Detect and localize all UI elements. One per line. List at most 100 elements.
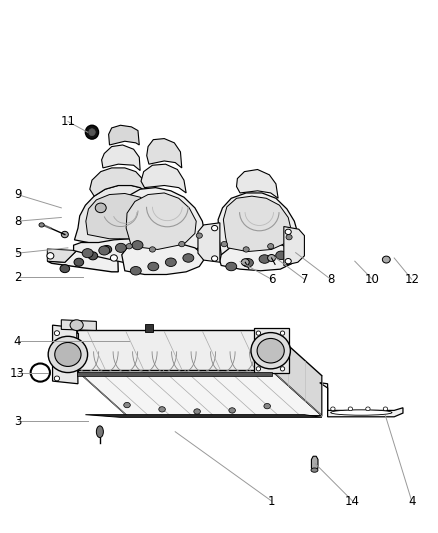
Polygon shape (117, 188, 205, 257)
Ellipse shape (159, 407, 166, 412)
Ellipse shape (226, 262, 237, 271)
Ellipse shape (85, 125, 99, 139)
Ellipse shape (212, 225, 218, 231)
Ellipse shape (74, 258, 84, 266)
Ellipse shape (88, 129, 95, 136)
Ellipse shape (166, 258, 176, 266)
Ellipse shape (264, 403, 271, 409)
Ellipse shape (221, 241, 227, 247)
Ellipse shape (55, 343, 81, 367)
Ellipse shape (48, 336, 88, 373)
Ellipse shape (60, 265, 70, 273)
Ellipse shape (276, 251, 287, 260)
Ellipse shape (243, 247, 249, 252)
Ellipse shape (70, 320, 83, 330)
Polygon shape (53, 325, 78, 384)
Polygon shape (47, 249, 77, 262)
Polygon shape (77, 370, 322, 416)
Ellipse shape (331, 410, 392, 415)
Ellipse shape (286, 235, 292, 240)
Polygon shape (311, 456, 318, 470)
Ellipse shape (243, 259, 253, 267)
Ellipse shape (383, 407, 388, 410)
Ellipse shape (280, 331, 285, 335)
Polygon shape (147, 139, 182, 168)
Ellipse shape (149, 247, 155, 252)
Ellipse shape (366, 407, 370, 410)
Ellipse shape (99, 246, 110, 255)
Polygon shape (320, 383, 403, 417)
Ellipse shape (179, 241, 185, 247)
Ellipse shape (229, 408, 236, 413)
Ellipse shape (196, 233, 202, 238)
Ellipse shape (331, 407, 335, 410)
Ellipse shape (268, 244, 274, 249)
Bar (145, 324, 153, 332)
Polygon shape (47, 243, 118, 272)
Text: 8: 8 (14, 215, 21, 228)
Ellipse shape (124, 402, 131, 408)
Ellipse shape (95, 203, 106, 213)
Ellipse shape (54, 376, 60, 381)
Polygon shape (109, 125, 139, 145)
Text: 4: 4 (408, 495, 416, 507)
Polygon shape (220, 243, 294, 271)
Polygon shape (86, 193, 157, 239)
Ellipse shape (82, 248, 93, 258)
Ellipse shape (131, 266, 141, 275)
Ellipse shape (256, 367, 261, 371)
Polygon shape (237, 169, 278, 198)
Text: 11: 11 (60, 115, 75, 128)
Text: 2: 2 (14, 271, 21, 284)
Ellipse shape (47, 253, 54, 259)
Text: 14: 14 (345, 495, 360, 507)
Ellipse shape (39, 223, 44, 227)
Polygon shape (74, 239, 155, 262)
Ellipse shape (183, 254, 194, 262)
Ellipse shape (110, 255, 117, 261)
Polygon shape (272, 330, 322, 416)
Ellipse shape (54, 330, 60, 336)
Ellipse shape (61, 231, 68, 238)
Polygon shape (77, 330, 272, 370)
Ellipse shape (241, 259, 249, 265)
Text: 1: 1 (268, 495, 276, 507)
Polygon shape (141, 164, 186, 193)
Polygon shape (218, 193, 298, 261)
Polygon shape (61, 333, 78, 373)
Polygon shape (102, 145, 140, 171)
Polygon shape (284, 227, 304, 265)
Ellipse shape (257, 338, 284, 363)
Ellipse shape (348, 407, 353, 410)
Ellipse shape (88, 252, 98, 260)
Polygon shape (254, 328, 289, 373)
Text: 13: 13 (10, 367, 25, 379)
Ellipse shape (126, 244, 132, 249)
Ellipse shape (285, 259, 291, 264)
Ellipse shape (280, 367, 285, 371)
Polygon shape (198, 223, 220, 262)
Ellipse shape (96, 426, 103, 438)
Ellipse shape (116, 243, 126, 253)
Text: 4: 4 (14, 335, 21, 348)
Ellipse shape (256, 331, 261, 335)
Polygon shape (74, 185, 166, 246)
Text: 6: 6 (268, 273, 276, 286)
Ellipse shape (194, 409, 200, 414)
Text: 3: 3 (14, 415, 21, 427)
Text: 9: 9 (14, 188, 21, 201)
Ellipse shape (259, 255, 270, 263)
Polygon shape (77, 372, 272, 376)
Ellipse shape (382, 256, 390, 263)
Polygon shape (85, 415, 322, 417)
Ellipse shape (212, 256, 218, 261)
Text: 7: 7 (300, 273, 308, 286)
Polygon shape (90, 168, 147, 196)
Polygon shape (126, 193, 196, 249)
Ellipse shape (102, 245, 112, 253)
Ellipse shape (31, 364, 50, 382)
Ellipse shape (268, 255, 276, 261)
Polygon shape (61, 320, 96, 330)
Polygon shape (122, 243, 204, 274)
Text: 12: 12 (404, 273, 419, 286)
